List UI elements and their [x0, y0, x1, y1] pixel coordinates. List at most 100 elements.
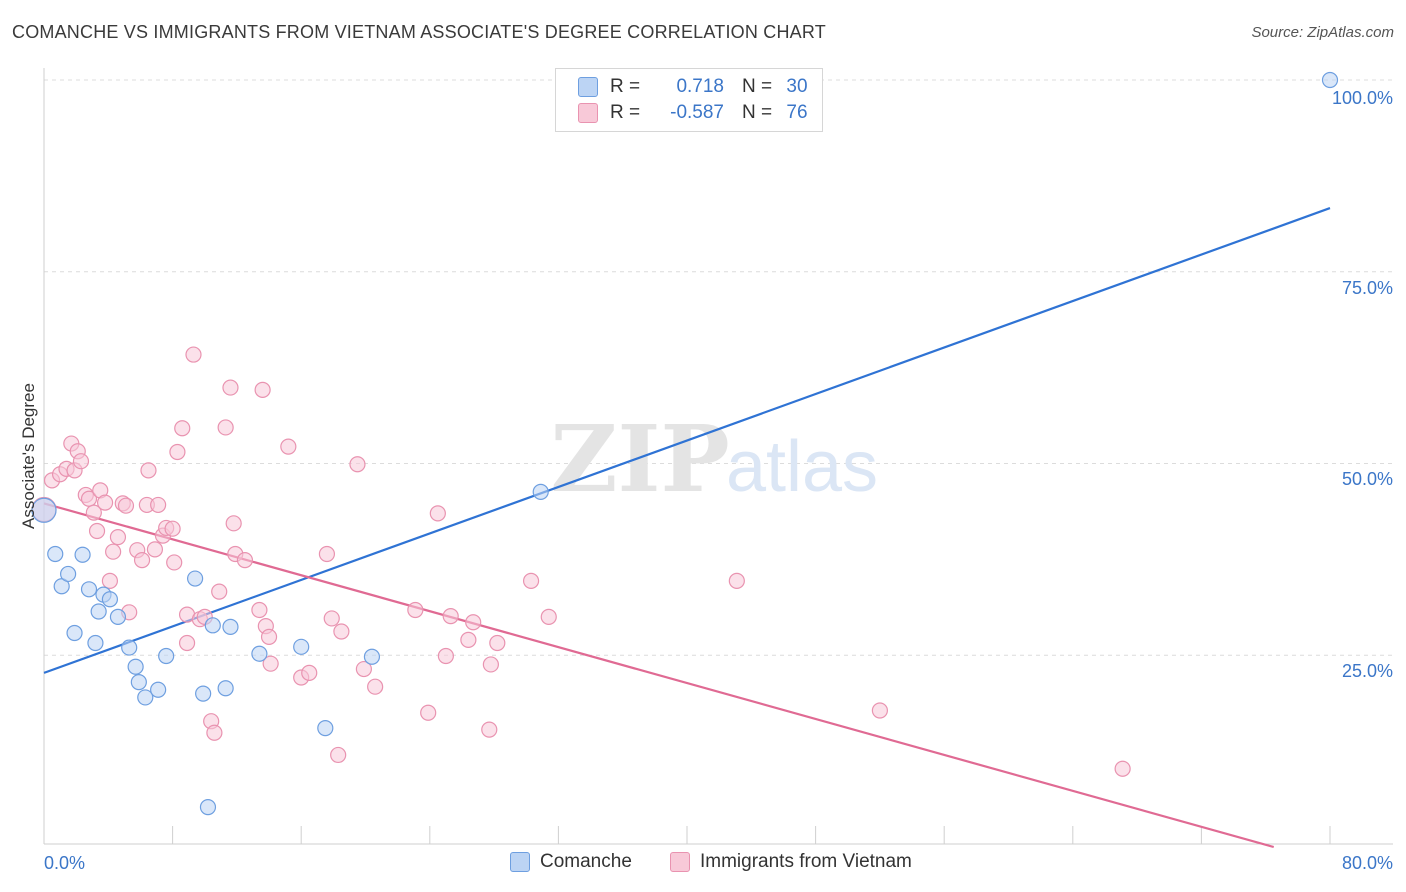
- trend-line-comanche: [43, 207, 1331, 674]
- point-vietnam: [96, 494, 114, 511]
- point-comanche: [47, 545, 64, 563]
- point-comanche: [293, 638, 310, 655]
- point-vietnam: [101, 572, 119, 589]
- point-vietnam: [407, 601, 424, 619]
- point-vietnam: [871, 702, 889, 719]
- point-comanche: [80, 581, 98, 598]
- point-comanche: [101, 591, 119, 608]
- point-vietnam: [251, 601, 268, 619]
- point-comanche: [130, 673, 147, 691]
- point-vietnam: [367, 678, 384, 695]
- point-vietnam: [133, 552, 151, 569]
- legend-row-comanche: R = 0.718 N = 30: [578, 74, 812, 100]
- point-vietnam: [166, 554, 183, 571]
- point-vietnam: [72, 453, 90, 470]
- point-vietnam: [169, 443, 186, 461]
- point-vietnam: [105, 543, 122, 560]
- point-vietnam: [217, 419, 234, 436]
- legend-item-comanche: Comanche: [510, 851, 632, 873]
- point-vietnam: [522, 572, 540, 589]
- point-vietnam: [146, 541, 164, 558]
- point-vietnam: [85, 504, 102, 521]
- point-comanche: [87, 634, 104, 652]
- y-tick-label-75: 75.0%: [1342, 278, 1393, 298]
- point-vietnam: [318, 545, 336, 563]
- y-tick-label-100: 100.0%: [1332, 88, 1393, 108]
- point-vietnam: [185, 346, 202, 363]
- point-comanche: [150, 681, 167, 698]
- source-label: Source: ZipAtlas.com: [1251, 24, 1394, 41]
- legend-row-vietnam: R = -0.587 N = 76: [578, 100, 812, 126]
- x-tick-label-max: 80.0%: [1342, 853, 1393, 873]
- point-comanche: [199, 799, 217, 816]
- point-vietnam: [109, 529, 127, 546]
- point-vietnam: [482, 656, 499, 673]
- legend-label-comanche: Comanche: [540, 851, 632, 872]
- legend-swatch-vietnam: [578, 103, 598, 123]
- y-axis-label: Associate's Degree: [19, 383, 38, 529]
- point-vietnam: [420, 704, 437, 721]
- point-vietnam: [540, 608, 557, 626]
- point-comanche: [158, 647, 175, 665]
- point-comanche: [251, 645, 268, 662]
- legend-r-label: R =: [610, 102, 641, 123]
- point-comanche: [90, 603, 107, 620]
- legend-r-value: -0.587: [670, 102, 724, 123]
- point-comanche: [187, 570, 204, 587]
- legend-n-label: N =: [742, 102, 773, 123]
- point-comanche: [127, 658, 144, 675]
- point-vietnam: [442, 608, 459, 625]
- series-comanche: [31, 71, 1339, 816]
- point-vietnam: [211, 583, 228, 600]
- point-vietnam: [489, 634, 506, 652]
- point-comanche: [74, 546, 91, 563]
- watermark-atlas: atlas: [726, 427, 878, 507]
- y-tick-label-50: 50.0%: [1342, 469, 1393, 489]
- point-comanche: [363, 648, 381, 665]
- point-comanche: [60, 565, 77, 583]
- point-comanche: [137, 689, 154, 706]
- point-vietnam: [260, 628, 278, 645]
- point-vietnam: [174, 420, 191, 437]
- grid-lines: [44, 79, 1393, 656]
- point-comanche: [121, 639, 138, 656]
- y-tick-label-25: 25.0%: [1342, 661, 1393, 681]
- legend-swatch-comanche: [510, 852, 530, 872]
- legend-n-value: 76: [786, 102, 808, 123]
- point-vietnam: [301, 664, 318, 681]
- legend-r-value: 0.718: [676, 76, 724, 97]
- point-comanche: [195, 685, 212, 702]
- point-vietnam: [330, 746, 347, 764]
- point-vietnam: [225, 515, 242, 532]
- point-comanche: [317, 720, 334, 737]
- point-vietnam: [236, 552, 254, 569]
- point-vietnam: [355, 660, 372, 678]
- point-vietnam: [429, 505, 446, 522]
- x-tick-label-min: 0.0%: [44, 853, 85, 873]
- series-legend: Comanche Immigrants from Vietnam: [0, 851, 1406, 879]
- point-comanche: [217, 680, 234, 697]
- point-comanche: [109, 608, 127, 626]
- watermark-zip: ZIP: [550, 405, 729, 513]
- correlation-legend: R = 0.718 N = 30 R = -0.587 N = 76: [555, 68, 823, 132]
- point-vietnam: [117, 497, 135, 514]
- legend-n-value: 30: [786, 76, 808, 97]
- legend-swatch-vietnam: [670, 852, 690, 872]
- point-vietnam: [206, 724, 223, 741]
- zipatlas-watermark: ZIP atlas: [550, 405, 878, 513]
- legend-r-label: R =: [610, 76, 641, 97]
- point-vietnam: [254, 381, 271, 398]
- point-vietnam: [323, 610, 340, 627]
- point-vietnam: [262, 655, 279, 672]
- point-comanche: [31, 497, 57, 523]
- point-vietnam: [140, 462, 157, 479]
- point-vietnam: [437, 647, 454, 665]
- point-vietnam: [178, 634, 196, 652]
- legend-n-label: N =: [742, 76, 773, 97]
- point-vietnam: [1114, 760, 1131, 777]
- tick-labels: 0.0% 80.0% 25.0% 50.0% 75.0% 100.0%: [44, 88, 1393, 873]
- chart-title: COMANCHE VS IMMIGRANTS FROM VIETNAM ASSO…: [12, 22, 826, 42]
- point-comanche: [66, 624, 83, 642]
- point-comanche: [222, 618, 239, 635]
